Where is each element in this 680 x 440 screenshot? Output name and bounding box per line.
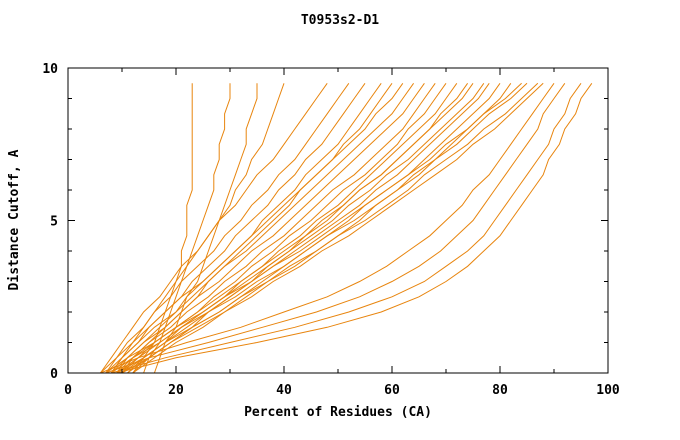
x-tick-label: 20 — [168, 383, 184, 398]
y-tick-label: 5 — [50, 215, 58, 230]
series-line-model-04 — [110, 83, 285, 374]
series-line-model-02 — [143, 83, 231, 374]
series-line-model-21 — [132, 83, 512, 374]
x-tick-label: 40 — [276, 383, 292, 398]
series-line-model-13 — [116, 83, 436, 374]
series-line-model-25 — [121, 82, 544, 374]
series-line-model-24 — [116, 82, 539, 374]
series-line-model-19 — [121, 83, 490, 374]
y-tick-label: 0 — [50, 367, 58, 382]
series-line-model-10 — [100, 83, 404, 374]
series-line-model-28 — [111, 83, 582, 374]
x-axis-label: Percent of Residues (CA) — [244, 405, 432, 420]
series-line-model-23 — [110, 82, 528, 374]
series-line-model-03 — [153, 83, 258, 374]
series-line-model-08 — [116, 83, 382, 374]
series-line-model-01 — [132, 83, 193, 374]
series-line-model-12 — [110, 83, 425, 374]
x-tick-label: 80 — [492, 383, 508, 398]
series-line-model-05 — [99, 83, 328, 374]
series-line-model-06 — [105, 83, 350, 374]
series-line-model-29 — [116, 83, 593, 374]
series-line-model-27 — [105, 83, 566, 374]
y-tick-label: 10 — [42, 62, 58, 77]
y-axis-label: Distance Cutoff, A — [7, 149, 22, 290]
series-line-model-26 — [100, 83, 555, 374]
plot-area: 0 20 40 60 80 100 0 5 10 — [42, 62, 620, 398]
x-tick-label: 60 — [384, 383, 400, 398]
chart-title: T0953s2-D1 — [301, 13, 379, 28]
x-tick-label: 0 — [64, 383, 72, 398]
series-line-model-22 — [105, 82, 522, 374]
series-line-model-11 — [105, 83, 415, 374]
x-tick-label: 100 — [596, 383, 620, 398]
